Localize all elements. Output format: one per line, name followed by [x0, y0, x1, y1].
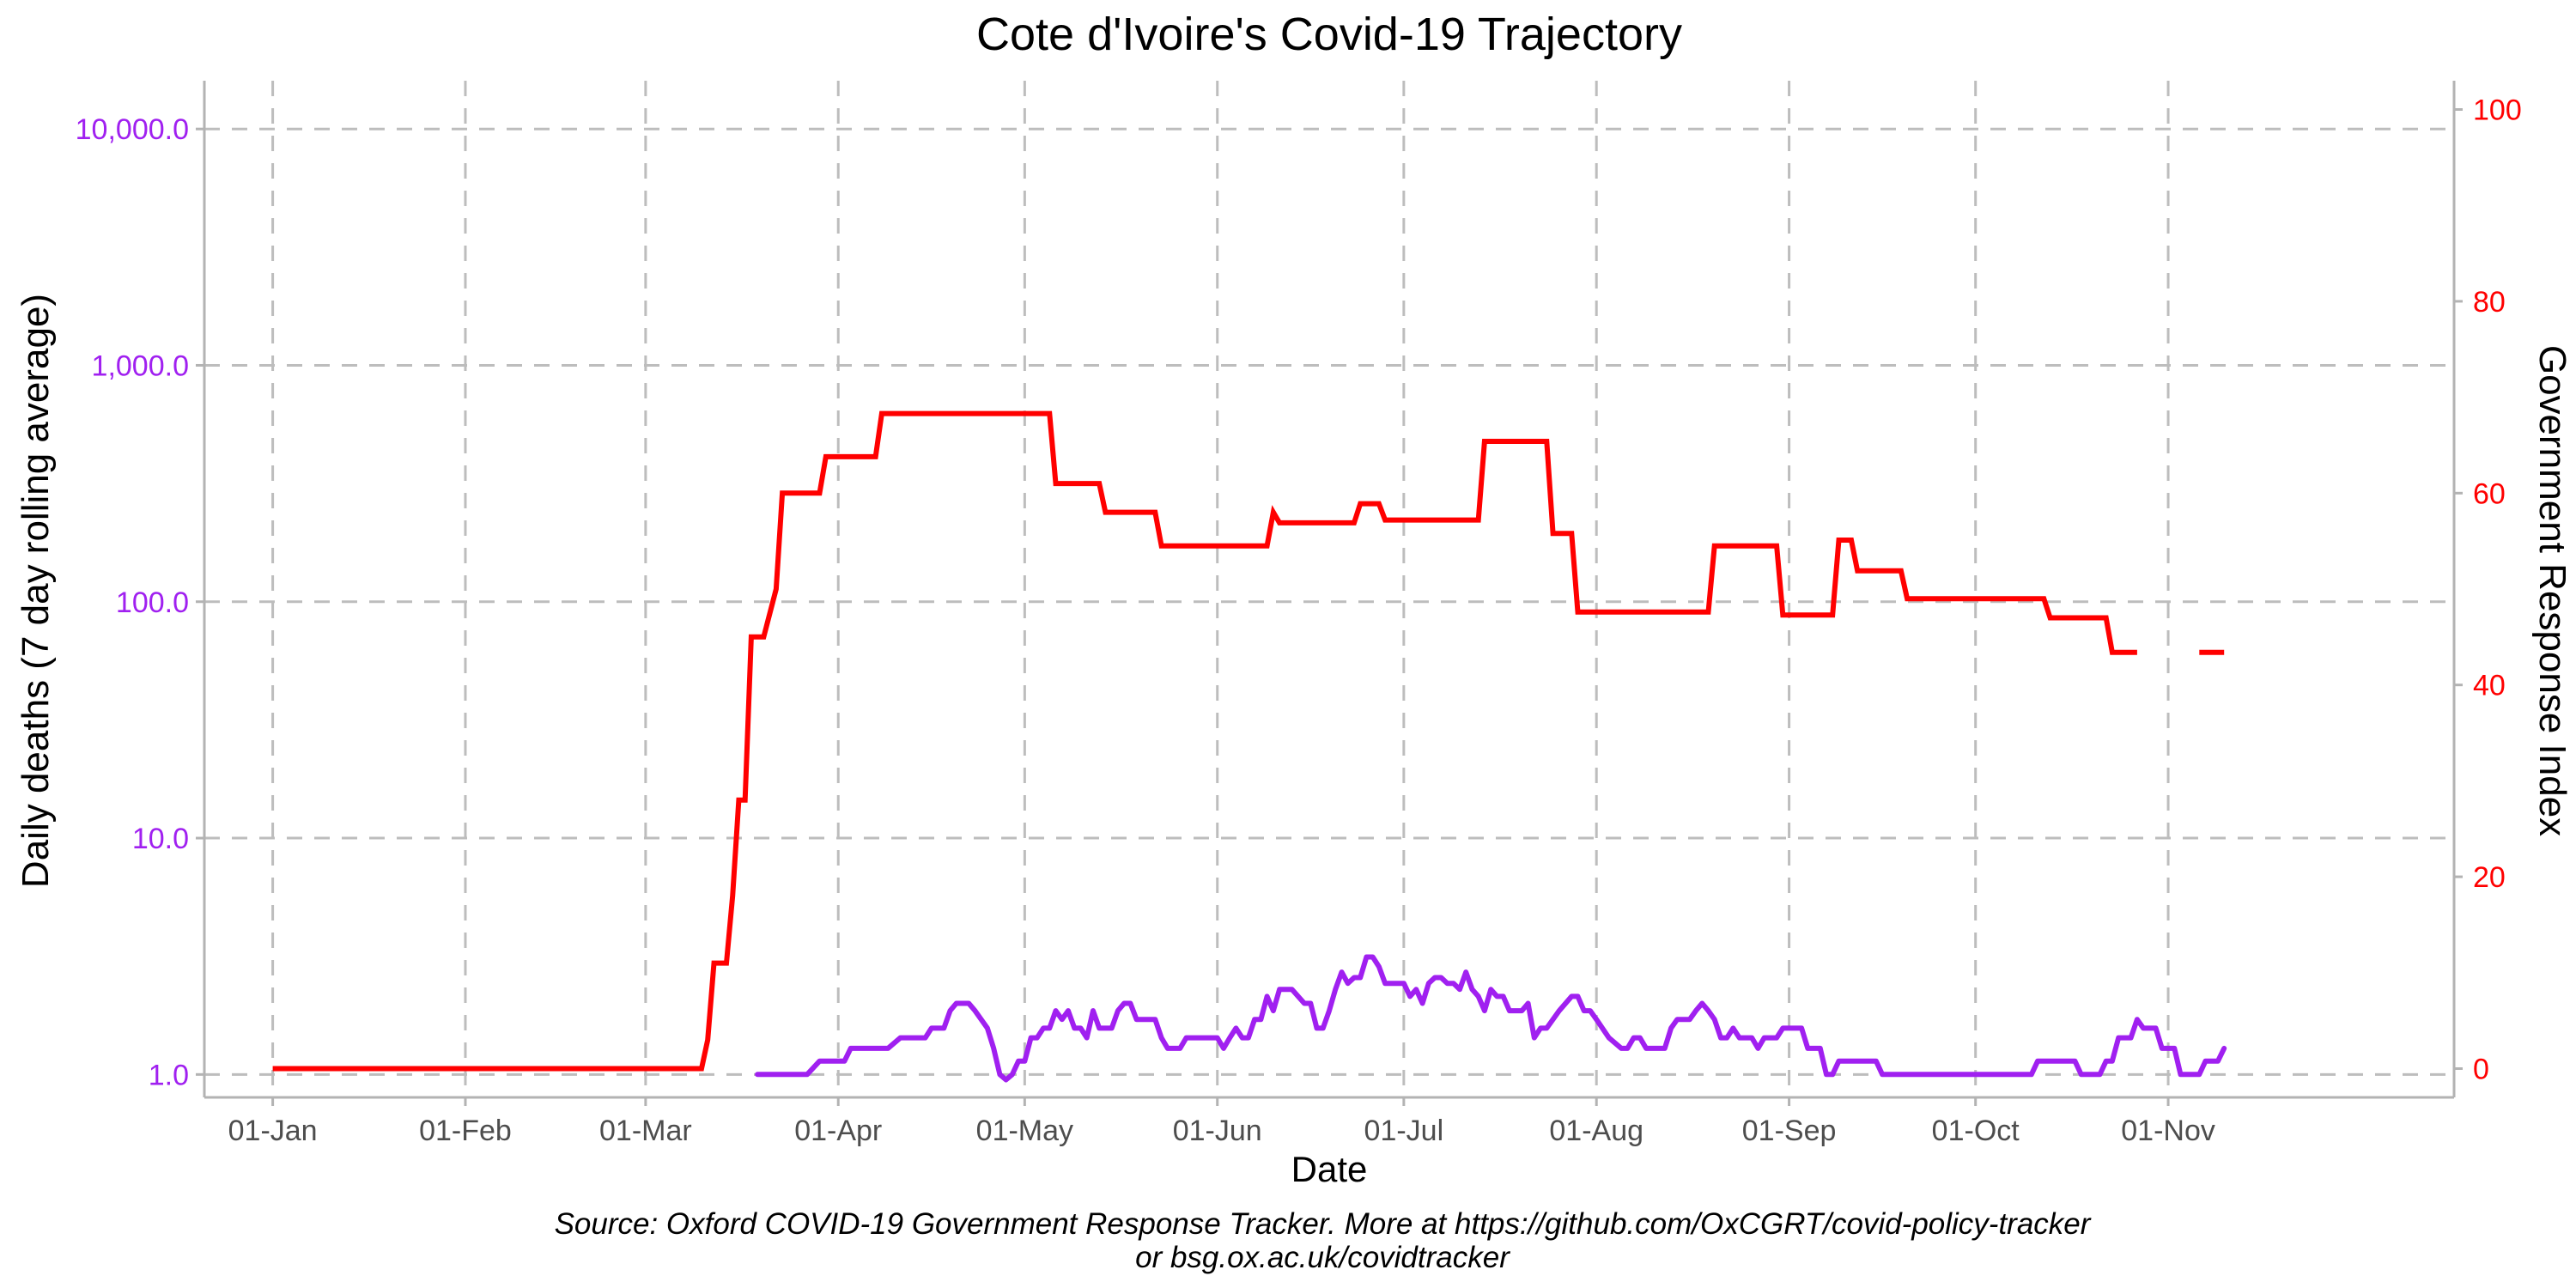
x-tick-label: 01-Oct [1932, 1115, 2020, 1147]
y-left-tick-label: 1,000.0 [92, 349, 189, 382]
chart-title: Cote d'Ivoire's Covid-19 Trajectory [976, 9, 1682, 60]
x-tick-label: 01-Jun [1173, 1115, 1262, 1147]
x-tick-label: 01-Jan [228, 1115, 318, 1147]
x-tick-label: 01-Aug [1549, 1115, 1643, 1147]
y-left-tick-label: 10.0 [132, 823, 189, 855]
y-right-tick-label: 60 [2473, 477, 2506, 510]
series-layer [272, 410, 2227, 1083]
y-left-axis-title: Daily deaths (7 day rolling average) [15, 294, 57, 888]
x-axis-title: Date [1291, 1149, 1368, 1189]
y-right-tick-label: 40 [2473, 670, 2506, 702]
tick-labels: 1.0 10.0 100.0 1,000.0 10,000.0 0 20 40 60 80 100 0… [76, 94, 2522, 1147]
y-right-tick-label: 0 [2473, 1053, 2489, 1085]
caption-line-1: Source: Oxford COVID-19 Government Respo… [555, 1207, 2092, 1241]
plot-axes [196, 81, 2463, 1106]
x-tick-label: 01-Sep [1742, 1115, 1837, 1147]
y-right-axis-title: Government Response Index [2531, 345, 2573, 836]
x-tick-label: 01-Nov [2121, 1115, 2215, 1147]
y-right-tick-label: 100 [2473, 94, 2522, 127]
deaths-series-line [755, 954, 2227, 1083]
x-tick-label: 01-Feb [419, 1115, 512, 1147]
response-index-series-line [272, 410, 2137, 1072]
caption-line-2: or bsg.ox.ac.uk/covidtracker [1135, 1241, 1510, 1274]
grid-lines [204, 81, 2454, 1097]
y-right-tick-label: 80 [2473, 286, 2506, 319]
x-tick-label: 01-Mar [599, 1115, 692, 1147]
x-tick-label: 01-Apr [794, 1115, 882, 1147]
y-left-tick-label: 10,000.0 [76, 113, 189, 146]
x-tick-label: 01-Jul [1364, 1115, 1444, 1147]
x-tick-label: 01-May [976, 1115, 1073, 1147]
y-right-tick-label: 20 [2473, 861, 2506, 894]
y-left-tick-label: 100.0 [116, 586, 189, 619]
y-left-tick-label: 1.0 [149, 1059, 189, 1091]
